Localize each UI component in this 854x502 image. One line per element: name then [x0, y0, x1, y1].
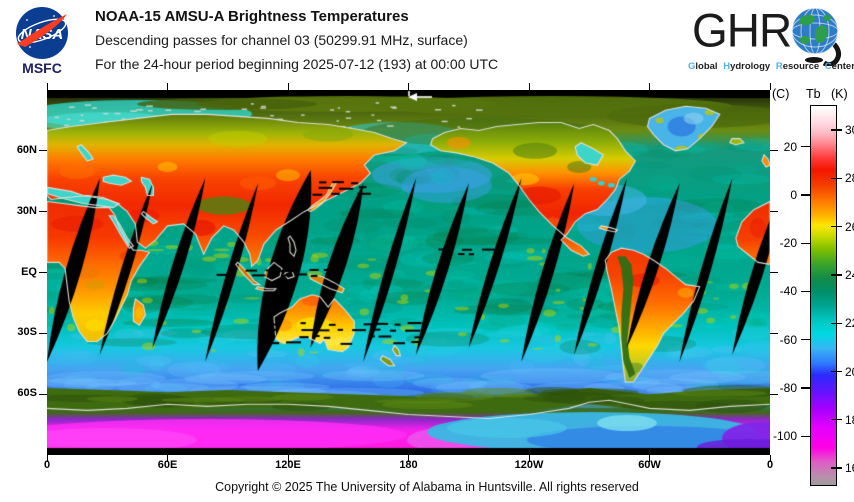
map-lat-label: 60N [16, 143, 37, 156]
map-lon-label: 0 [43, 459, 51, 471]
map-lon-tick [167, 455, 168, 462]
colorbar-celsius-tick-label: -80 [779, 381, 797, 396]
ghrc-logo: GHR Glob [686, 2, 854, 78]
colorbar-kelvin-tick [831, 225, 842, 228]
map-lon-tick [287, 83, 289, 90]
map-lat-tick [39, 150, 47, 152]
colorbar-celsius-tick-label: -40 [779, 284, 797, 299]
colorbar-kelvin-tick-label: 220 [845, 316, 854, 331]
colorbar-celsius-tick-label: 20 [783, 139, 797, 154]
subtitle-channel: Descending passes for channel 03 (50299.… [95, 32, 468, 48]
map-lat-label: 30S [17, 326, 37, 339]
colorbar-celsius-tick [801, 290, 810, 293]
copyright-text: Copyright © 2025 The University of Alaba… [215, 480, 639, 494]
colorbar-celsius-tick [801, 194, 810, 196]
colorbar-kelvin-tick [831, 322, 842, 324]
colorbar-celsius-tick [801, 145, 810, 148]
colorbar-kelvin-tick-label: 180 [845, 412, 854, 427]
map-lon-tick [287, 455, 289, 462]
map-lat-tick [39, 332, 47, 334]
colorbar-kelvin-tick-label: 280 [845, 171, 854, 186]
colorbar-kelvin-tick [831, 274, 842, 276]
map-lon-tick [408, 455, 409, 462]
brightness-temperature-map [47, 90, 770, 455]
map-lon-tick [769, 83, 771, 90]
colorbar-header-kelvin: (K) [831, 87, 848, 101]
colorbar-kelvin-tick-label: 300 [845, 123, 854, 138]
map-lon-label: 180 [399, 459, 418, 471]
tagline-initial: C [824, 61, 832, 72]
colorbar-celsius-tick-label: -20 [779, 236, 797, 251]
map-lat-label: 30N [16, 204, 37, 217]
tagline-rest: esource [782, 61, 820, 72]
colorbar-celsius-tick-label: -60 [779, 332, 797, 347]
tagline-initial: G [688, 61, 696, 72]
map-lat-tick [770, 150, 778, 152]
map-lat-tick [770, 393, 778, 395]
colorbar-celsius-tick [801, 242, 810, 244]
colorbar-kelvin-tick [831, 419, 842, 421]
map-lon-label: 0 [766, 459, 774, 471]
tagline-initial: R [775, 61, 783, 72]
colorbar-celsius-tick [801, 339, 810, 341]
colorbar-kelvin-tick-label: 240 [845, 267, 854, 282]
nasa-logo: NASA [16, 7, 68, 59]
page-title: NOAA-15 AMSU-A Brightness Temperatures [95, 8, 409, 25]
map-lon-tick [167, 83, 168, 90]
subtitle-period: For the 24-hour period beginning 2025-07… [95, 56, 499, 72]
map-lat-tick [39, 272, 47, 273]
tagline-initial: H [723, 61, 731, 72]
colorbar-header-tb: Tb [806, 87, 821, 101]
colorbar-kelvin-tick [831, 129, 842, 131]
map-lat-label: EQ [21, 265, 37, 278]
map-lat-tick [770, 211, 778, 213]
map-lon-tick [408, 83, 409, 90]
colorbar-kelvin-tick [831, 177, 842, 180]
tagline-rest: lobal [695, 61, 718, 72]
msfc-label: MSFC [22, 60, 62, 76]
nasa-orbit-ellipse [17, 18, 67, 44]
colorbar-kelvin-tick-label: 160 [845, 461, 854, 476]
map-lon-label: 120W [514, 459, 544, 471]
map-lat-tick [770, 332, 778, 334]
colorbar-kelvin-tick-label: 260 [845, 219, 854, 234]
map-lon-label: 60E [157, 459, 178, 471]
colorbar-kelvin-tick [831, 467, 842, 469]
colorbar-celsius-tick [801, 435, 810, 437]
map-lat-label: 60S [17, 387, 37, 400]
tagline-rest: enter [831, 61, 854, 72]
map-lon-tick [528, 455, 530, 462]
nasa-swoosh [17, 14, 67, 47]
colorbar-gradient [810, 105, 837, 486]
map-lat-tick [770, 272, 778, 273]
map-lon-tick [649, 83, 650, 90]
colorbar-celsius-tick-label: -100 [772, 429, 797, 444]
colorbar-celsius-tick [801, 387, 810, 389]
map-lat-tick [39, 393, 47, 395]
map-lon-label: 120E [275, 459, 301, 471]
map-lon-tick [769, 455, 771, 462]
colorbar-celsius-tick-label: 0 [790, 187, 797, 202]
map-lon-label: 60W [638, 459, 661, 471]
colorbar-kelvin-tick [831, 370, 842, 373]
map-lon-tick [649, 455, 650, 462]
map-lon-tick [46, 455, 48, 462]
map-lon-tick [528, 83, 530, 90]
ghrc-wordmark: GHR [692, 3, 792, 57]
map-lon-tick [46, 83, 48, 90]
colorbar-kelvin-tick-label: 200 [845, 364, 854, 379]
colorbar-header-celsius: (C) [772, 87, 790, 101]
ghrc-letters: GHR [692, 2, 843, 66]
ghrc-tagline: Global Hydrology Resource Center [688, 61, 854, 72]
ghrc-globe-icon [791, 7, 842, 66]
map-lat-tick [39, 211, 47, 213]
tagline-rest: ydrology [730, 61, 771, 72]
